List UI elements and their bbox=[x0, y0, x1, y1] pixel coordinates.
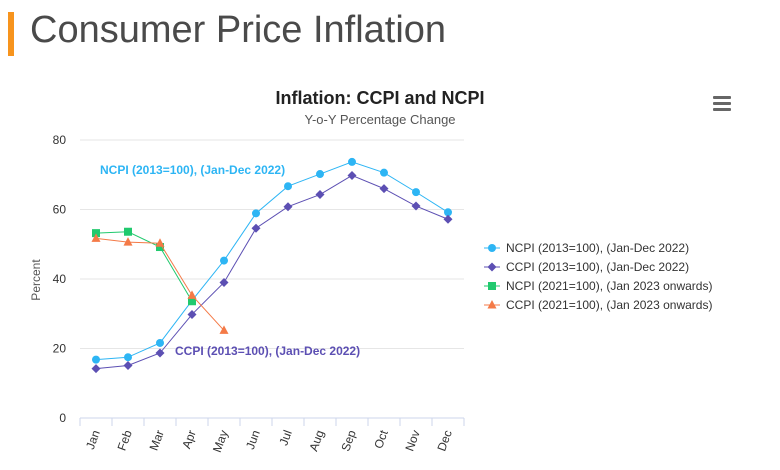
x-tick-label: Aug bbox=[306, 428, 326, 453]
data-point-series-1 bbox=[348, 157, 356, 166]
legend-marker bbox=[488, 244, 496, 252]
hamburger-menu-icon[interactable] bbox=[710, 94, 734, 114]
legend-item-label: NCPI (2013=100), (Jan-Dec 2022) bbox=[506, 241, 689, 255]
legend-marker bbox=[487, 300, 497, 309]
x-tick-label: Jan bbox=[83, 428, 103, 451]
data-point-series-2 bbox=[219, 277, 229, 287]
data-point-series-1 bbox=[156, 338, 164, 347]
x-tick-label: Jun bbox=[243, 428, 263, 451]
x-tick-label: Apr bbox=[179, 428, 199, 450]
page-title: Consumer Price Inflation bbox=[30, 9, 447, 51]
data-point-series-1 bbox=[92, 355, 100, 364]
y-tick-label: 40 bbox=[53, 272, 67, 286]
legend-marker bbox=[487, 262, 497, 272]
page-header: Consumer Price Inflation bbox=[0, 0, 780, 66]
title-accent-bar bbox=[8, 12, 14, 56]
data-point-series-4 bbox=[219, 325, 229, 334]
x-tick-label: Mar bbox=[147, 428, 167, 452]
chart-subtitle: Y-o-Y Percentage Change bbox=[304, 112, 455, 127]
x-tick-label: Dec bbox=[434, 428, 454, 453]
y-tick-label: 60 bbox=[53, 203, 67, 217]
chart-title: Inflation: CCPI and NCPI bbox=[276, 88, 485, 108]
y-tick-label: 80 bbox=[53, 133, 67, 147]
data-point-series-4 bbox=[123, 237, 133, 246]
data-point-series-2 bbox=[123, 361, 133, 371]
x-tick-label: Sep bbox=[338, 428, 359, 453]
data-point-series-2 bbox=[347, 170, 357, 180]
data-point-series-1 bbox=[284, 182, 292, 191]
x-tick-label: Jul bbox=[276, 428, 294, 447]
x-tick-label: Nov bbox=[402, 428, 422, 453]
data-point-series-2 bbox=[443, 214, 453, 224]
data-point-series-2 bbox=[283, 202, 293, 212]
data-point-series-2 bbox=[379, 184, 389, 194]
legend-item-label: CCPI (2021=100), (Jan 2023 onwards) bbox=[506, 298, 712, 312]
x-tick-label: Feb bbox=[115, 428, 135, 453]
data-point-series-3 bbox=[156, 243, 164, 252]
data-point-series-2 bbox=[155, 348, 165, 358]
data-point-series-3 bbox=[92, 229, 100, 238]
data-point-series-1 bbox=[220, 256, 228, 265]
data-point-series-3 bbox=[188, 297, 196, 306]
data-point-series-1 bbox=[380, 168, 388, 177]
y-tick-label: 20 bbox=[53, 342, 67, 356]
series-line-2 bbox=[95, 174, 449, 370]
x-tick-label: Oct bbox=[371, 428, 391, 451]
y-tick-label: 0 bbox=[59, 411, 66, 425]
data-point-series-1 bbox=[444, 208, 452, 217]
legend-item-label: NCPI (2021=100), (Jan 2023 onwards) bbox=[506, 279, 712, 293]
data-point-series-3 bbox=[124, 227, 132, 236]
legend-marker bbox=[488, 282, 496, 290]
x-tick-label: May bbox=[210, 428, 231, 454]
data-point-series-2 bbox=[411, 201, 421, 211]
data-point-series-2 bbox=[251, 223, 261, 233]
data-point-series-4 bbox=[187, 290, 197, 299]
y-axis-title: Percent bbox=[29, 259, 43, 301]
series-annotation-2: CCPI (2013=100), (Jan-Dec 2022) bbox=[175, 344, 360, 358]
data-point-series-1 bbox=[412, 188, 420, 197]
series-line-3 bbox=[95, 231, 193, 302]
series-line-1 bbox=[95, 161, 449, 361]
data-point-series-1 bbox=[252, 209, 260, 218]
data-point-series-4 bbox=[155, 238, 165, 247]
data-point-series-2 bbox=[187, 309, 197, 319]
data-point-series-2 bbox=[91, 364, 101, 374]
data-point-series-4 bbox=[91, 233, 101, 242]
legend-item-label: CCPI (2013=100), (Jan-Dec 2022) bbox=[506, 260, 689, 274]
data-point-series-2 bbox=[315, 190, 325, 200]
data-point-series-1 bbox=[124, 353, 132, 362]
series-annotation-1: NCPI (2013=100), (Jan-Dec 2022) bbox=[100, 163, 285, 177]
data-point-series-1 bbox=[316, 170, 324, 179]
